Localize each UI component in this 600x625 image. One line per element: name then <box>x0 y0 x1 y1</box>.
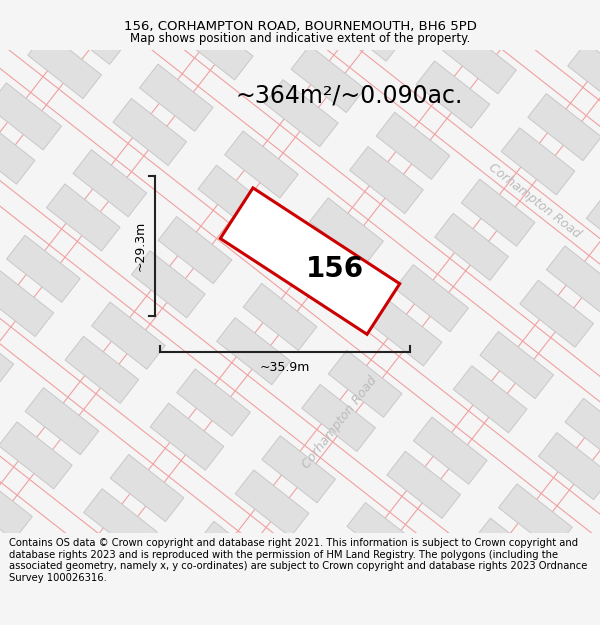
Polygon shape <box>46 184 120 251</box>
Polygon shape <box>480 331 554 399</box>
Polygon shape <box>7 235 80 302</box>
Polygon shape <box>291 46 365 112</box>
Polygon shape <box>262 436 335 503</box>
Polygon shape <box>310 198 383 265</box>
Polygon shape <box>350 146 423 214</box>
Text: ~35.9m: ~35.9m <box>260 361 310 374</box>
Polygon shape <box>320 537 394 604</box>
Polygon shape <box>206 0 280 46</box>
Polygon shape <box>499 484 572 551</box>
Polygon shape <box>0 422 72 489</box>
Polygon shape <box>568 42 600 109</box>
Text: Contains OS data © Crown copyright and database right 2021. This information is : Contains OS data © Crown copyright and d… <box>9 538 587 582</box>
Polygon shape <box>584 551 600 618</box>
Text: 156, CORHAMPTON ROAD, BOURNEMOUTH, BH6 5PD: 156, CORHAMPTON ROAD, BOURNEMOUTH, BH6 5… <box>124 20 476 32</box>
Polygon shape <box>65 336 139 403</box>
Polygon shape <box>538 432 600 499</box>
Polygon shape <box>0 269 53 336</box>
Polygon shape <box>0 473 32 540</box>
Polygon shape <box>0 117 35 184</box>
Polygon shape <box>0 0 16 32</box>
Polygon shape <box>140 64 213 131</box>
Polygon shape <box>243 283 317 351</box>
Polygon shape <box>179 13 253 80</box>
Text: ~364m²/~0.090ac.: ~364m²/~0.090ac. <box>235 83 463 107</box>
Polygon shape <box>328 350 402 418</box>
Polygon shape <box>509 0 583 8</box>
Polygon shape <box>0 321 14 388</box>
Polygon shape <box>413 417 487 484</box>
Polygon shape <box>280 588 354 625</box>
Text: Map shows position and indicative extent of the property.: Map shows position and indicative extent… <box>130 32 470 45</box>
Polygon shape <box>586 194 600 262</box>
Polygon shape <box>254 622 328 625</box>
Polygon shape <box>25 388 99 455</box>
Polygon shape <box>520 280 593 348</box>
Polygon shape <box>435 213 508 281</box>
Polygon shape <box>73 150 146 217</box>
Polygon shape <box>235 470 309 537</box>
Polygon shape <box>302 384 376 451</box>
Polygon shape <box>461 179 535 246</box>
Polygon shape <box>387 451 460 518</box>
Polygon shape <box>406 604 479 625</box>
Polygon shape <box>454 366 527 432</box>
Polygon shape <box>150 403 224 470</box>
Polygon shape <box>283 232 357 299</box>
Polygon shape <box>265 79 338 147</box>
Polygon shape <box>557 585 600 625</box>
Polygon shape <box>501 127 575 195</box>
Polygon shape <box>113 98 187 166</box>
Polygon shape <box>0 508 5 574</box>
Polygon shape <box>169 556 242 622</box>
Polygon shape <box>196 521 269 588</box>
Polygon shape <box>17 574 91 625</box>
Polygon shape <box>547 246 600 313</box>
Polygon shape <box>0 83 62 150</box>
Polygon shape <box>220 188 400 334</box>
Polygon shape <box>83 489 157 556</box>
Polygon shape <box>198 165 272 232</box>
Polygon shape <box>395 264 469 332</box>
Polygon shape <box>217 318 290 384</box>
Polygon shape <box>129 607 202 625</box>
Polygon shape <box>110 454 184 521</box>
Polygon shape <box>358 0 431 27</box>
Polygon shape <box>528 94 600 161</box>
Polygon shape <box>432 569 506 625</box>
Polygon shape <box>331 0 404 61</box>
Polygon shape <box>94 0 168 13</box>
Polygon shape <box>368 299 442 366</box>
Text: 156: 156 <box>306 255 364 283</box>
Polygon shape <box>416 61 490 128</box>
Polygon shape <box>443 27 517 94</box>
Polygon shape <box>482 0 556 42</box>
Polygon shape <box>472 518 545 585</box>
Polygon shape <box>595 8 600 75</box>
Polygon shape <box>131 251 205 318</box>
Text: ~29.3m: ~29.3m <box>133 221 146 271</box>
Polygon shape <box>347 503 421 569</box>
Polygon shape <box>92 302 165 369</box>
Polygon shape <box>55 0 128 64</box>
Polygon shape <box>44 540 118 607</box>
Polygon shape <box>224 131 298 198</box>
Polygon shape <box>158 216 232 284</box>
Polygon shape <box>376 112 450 179</box>
Polygon shape <box>565 398 600 466</box>
Polygon shape <box>28 31 101 99</box>
Text: Corhampton Road: Corhampton Road <box>300 373 380 471</box>
Polygon shape <box>177 369 250 436</box>
Text: Corhampton Road: Corhampton Road <box>487 161 584 241</box>
